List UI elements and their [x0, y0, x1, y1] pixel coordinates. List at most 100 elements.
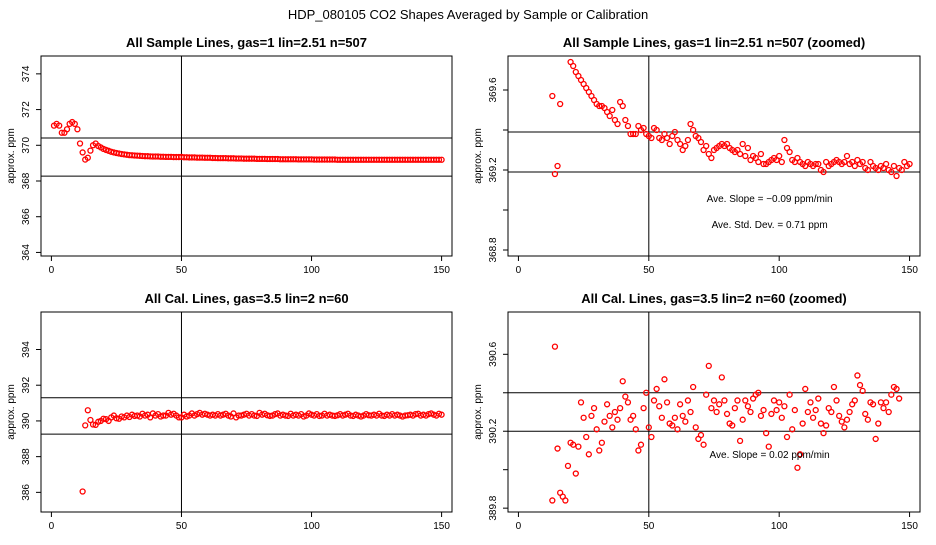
data-point — [593, 426, 600, 433]
data-point — [89, 421, 97, 428]
data-point — [893, 385, 900, 393]
data-point — [79, 488, 86, 495]
data-point — [836, 412, 843, 419]
data-point — [84, 154, 91, 161]
data-points — [79, 407, 445, 495]
data-point — [648, 433, 655, 441]
y-axis-label: approx. ppm — [6, 128, 17, 184]
data-point — [882, 160, 890, 168]
panel-title: All Cal. Lines, gas=3.5 lin=2 n=60 (zoom… — [581, 291, 847, 306]
data-point — [656, 403, 663, 410]
data-point — [549, 497, 556, 504]
data-point — [635, 447, 642, 454]
plot-frame — [507, 55, 921, 257]
data-point — [885, 408, 892, 416]
data-point — [632, 426, 639, 433]
data-point — [606, 112, 613, 120]
data-point — [658, 136, 665, 144]
data-point — [718, 374, 725, 381]
y-tick-label: 389.8 — [488, 495, 499, 520]
data-point — [859, 158, 866, 166]
data-point — [703, 391, 710, 398]
data-point — [770, 397, 778, 404]
data-point — [757, 412, 765, 419]
data-point — [609, 106, 616, 114]
data-point — [614, 120, 621, 128]
plot-frame — [40, 55, 453, 257]
x-tick-label: 100 — [771, 521, 788, 532]
stats-annotation: Ave. Slope = −0.09 ppm/min — [707, 194, 833, 205]
reference-lines — [508, 56, 920, 256]
data-point — [175, 414, 183, 421]
x-tick-label: 0 — [516, 521, 522, 532]
data-point — [616, 405, 624, 412]
data-point — [906, 160, 913, 168]
data-point — [838, 418, 845, 425]
y-tick-label: 388 — [21, 448, 32, 465]
data-point — [721, 397, 728, 404]
data-point — [731, 405, 739, 412]
y-axis-label: approx. ppm — [6, 384, 17, 440]
data-point — [742, 397, 749, 404]
data-point — [781, 136, 788, 144]
data-point — [585, 451, 592, 458]
x-tick-label: 100 — [303, 265, 320, 276]
data-point — [755, 389, 762, 396]
data-point — [266, 412, 274, 420]
data-point — [684, 136, 692, 144]
x-tick-label: 0 — [49, 521, 55, 532]
data-point — [619, 378, 626, 385]
data-point — [851, 162, 858, 170]
data-point — [786, 148, 793, 156]
data-point — [87, 147, 94, 154]
data-point — [830, 383, 838, 391]
data-point — [653, 385, 660, 393]
data-point — [859, 387, 866, 394]
y-tick-label: 394 — [21, 341, 32, 358]
data-point — [251, 412, 258, 419]
data-point — [671, 414, 679, 421]
data-points — [549, 343, 903, 504]
data-point — [776, 399, 783, 406]
data-point — [895, 395, 903, 402]
data-point — [820, 430, 827, 437]
data-point — [580, 414, 587, 421]
y-tick-label: 390.6 — [488, 341, 499, 366]
data-point — [697, 138, 705, 146]
data-point — [864, 416, 871, 423]
data-point — [549, 92, 556, 100]
reference-lines — [508, 312, 920, 512]
x-tick-label: 150 — [433, 265, 450, 276]
y-axis-label: approx. ppm — [473, 384, 484, 440]
x-tick-label: 150 — [901, 265, 918, 276]
data-point — [783, 433, 791, 441]
y-tick-label: 370 — [21, 137, 32, 154]
data-point — [841, 158, 848, 166]
data-point — [882, 399, 890, 406]
data-point — [572, 470, 579, 477]
y-tick-label: 369.2 — [488, 157, 499, 182]
x-tick-label: 0 — [49, 265, 55, 276]
data-point — [63, 126, 71, 133]
data-point — [744, 144, 752, 152]
stats-annotation: Ave. Slope = 0.02 ppm/min — [710, 450, 830, 461]
data-point — [710, 397, 718, 404]
data-point — [687, 120, 694, 128]
x-tick-label: 50 — [643, 521, 655, 532]
data-point — [663, 399, 671, 406]
data-point — [742, 152, 749, 160]
data-point — [794, 464, 801, 471]
y-tick-label: 366 — [21, 208, 32, 225]
data-point — [71, 120, 78, 128]
data-point — [862, 410, 869, 418]
data-point — [671, 128, 679, 136]
panel-title: All Sample Lines, gas=1 lin=2.51 n=507 (… — [563, 35, 865, 50]
x-tick-label: 50 — [643, 265, 655, 276]
data-point — [687, 408, 694, 416]
x-tick-label: 100 — [303, 521, 320, 532]
data-point — [624, 122, 632, 130]
data-point — [596, 447, 603, 454]
data-point — [822, 422, 830, 429]
data-point — [692, 424, 699, 431]
